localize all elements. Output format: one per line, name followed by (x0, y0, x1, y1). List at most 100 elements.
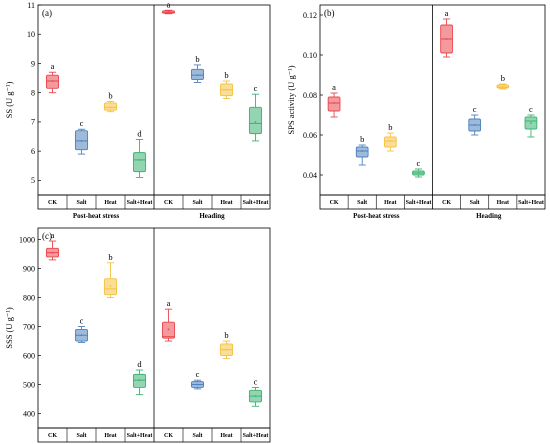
category-label: Salt+Heat (243, 433, 269, 439)
mean-marker (138, 379, 141, 382)
y-tick-label: 5 (31, 176, 35, 185)
mean-marker (196, 383, 199, 386)
significance-letter: c (80, 118, 84, 128)
iqr-box (248, 106, 263, 135)
chart-panel-1: CK Salt Heat Salt+Heat Post-heat stress CK Sal… (4, 0, 271, 220)
box-salt-group2: c (190, 369, 205, 390)
category-label: Heat (104, 433, 116, 439)
significance-letter: a (51, 230, 55, 240)
iqr-box (132, 152, 147, 173)
y-tick-label: 500 (23, 380, 35, 389)
group-label: Post-heat stress (353, 212, 400, 220)
mean-marker (80, 334, 83, 337)
mean-marker (167, 11, 170, 13)
mean-marker (389, 140, 392, 142)
mean-marker (254, 121, 257, 123)
significance-letter: b (224, 70, 228, 80)
significance-letter: b (388, 122, 392, 132)
significance-letter: c (473, 104, 477, 114)
category-label: Salt (357, 200, 367, 206)
category-label: Salt+Heat (406, 200, 432, 206)
mean-marker (254, 395, 257, 398)
significance-letter: b (108, 90, 112, 100)
box-heat-group2: b (219, 330, 234, 359)
mean-marker (361, 150, 364, 152)
box-heat-group1: b (383, 122, 397, 152)
box-salt-heat-group1: d (132, 128, 147, 178)
mean-marker (51, 80, 54, 82)
box-heat-group2: b (219, 70, 234, 99)
box-salt-heat-group2: c (524, 104, 538, 138)
box-ck-group2: a (440, 8, 453, 58)
category-label: CK (330, 200, 339, 206)
y-tick-label: 8 (31, 88, 35, 97)
y-tick-label: 0.04 (303, 171, 317, 180)
box-salt-group1: b (355, 134, 369, 166)
category-label: Salt (76, 433, 86, 439)
box-salt-group1: c (74, 118, 89, 155)
box-salt-heat-group1: c (412, 158, 425, 178)
panel-label: (c) (42, 231, 52, 241)
y-tick-label: 11 (27, 1, 35, 10)
significance-letter: d (137, 128, 142, 138)
category-label: CK (48, 200, 57, 206)
category-label: Salt+Heat (518, 200, 544, 206)
significance-letter: c (529, 104, 533, 114)
box-salt-heat-group1: d (132, 359, 147, 396)
mean-marker (51, 251, 54, 254)
category-label: Salt (470, 200, 480, 206)
y-tick-label: 600 (23, 351, 35, 360)
significance-letter: a (445, 8, 449, 18)
mean-marker (333, 102, 335, 104)
group-label: Heading (199, 212, 225, 220)
mean-marker (196, 74, 199, 77)
mean-marker (109, 106, 112, 109)
significance-letter: c (196, 369, 200, 379)
significance-letter: b (224, 330, 228, 340)
significance-letter: d (137, 359, 142, 369)
mean-marker (138, 159, 141, 161)
box-heat-group2: b (496, 73, 510, 90)
box-salt-group2: b (190, 54, 205, 83)
category-label: CK (48, 433, 57, 439)
box-ck-group1: a (45, 61, 60, 94)
iqr-box (355, 146, 369, 158)
chart-panel-2: CK Salt Heat Salt+Heat Post-heat stress CK Sal… (286, 4, 546, 220)
significance-letter: c (254, 83, 258, 93)
box-ck-group2: a (161, 0, 176, 15)
significance-letter: c (254, 376, 258, 386)
category-label: Heat (220, 200, 232, 206)
box-salt-group1: c (74, 316, 89, 343)
mean-marker (530, 122, 532, 124)
y-tick-label: 9 (31, 59, 35, 68)
mean-marker (417, 172, 420, 174)
group-label: Heading (476, 212, 502, 220)
significance-letter: b (108, 252, 112, 262)
significance-letter: b (360, 134, 364, 144)
mean-marker (225, 88, 228, 91)
mean-marker (109, 285, 112, 287)
category-label: Heat (497, 200, 509, 206)
box-ck-group1: a (45, 230, 60, 261)
category-label: Heat (384, 200, 396, 206)
category-label: Salt (192, 200, 202, 206)
iqr-box (383, 136, 397, 148)
box-salt-heat-group2: c (248, 83, 263, 142)
category-label: CK (164, 200, 173, 206)
category-label: Salt (192, 433, 202, 439)
y-axis-label: SPS activity (U g⁻¹) (286, 65, 296, 134)
y-tick-label: 1000 (19, 235, 35, 244)
y-tick-label: 400 (23, 409, 35, 418)
mean-marker (473, 124, 476, 126)
category-label: CK (164, 433, 173, 439)
box-heat-group1: b (103, 252, 118, 299)
y-tick-label: 0.12 (303, 11, 317, 20)
y-tick-label: 7 (31, 118, 35, 127)
y-tick-label: 10 (27, 30, 35, 39)
mean-marker (501, 86, 504, 88)
category-label: Salt (76, 200, 86, 206)
y-tick-label: 0.08 (303, 91, 317, 100)
y-tick-label: 6 (31, 147, 35, 156)
category-label: Salt+Heat (127, 433, 153, 439)
